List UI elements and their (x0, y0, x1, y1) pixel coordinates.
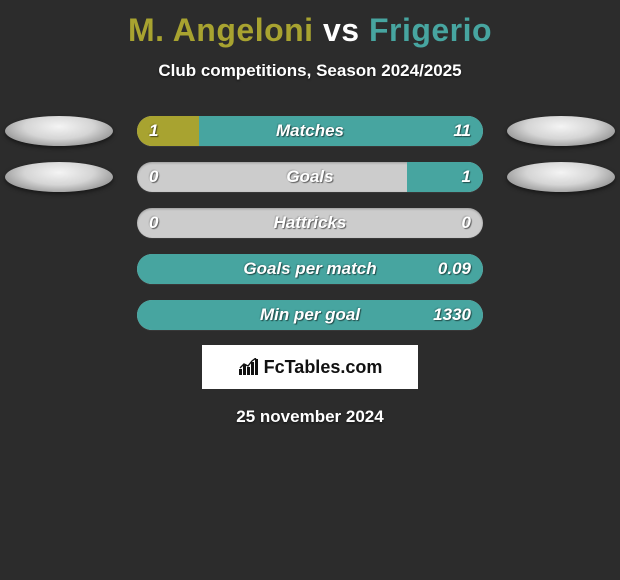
stat-label: Min per goal (137, 300, 483, 330)
comparison-row: 1Matches11 (0, 115, 620, 147)
player1-badge (5, 116, 113, 146)
player1-name: M. Angeloni (128, 12, 314, 48)
stat-right-value: 0.09 (438, 254, 471, 284)
comparison-row: Min per goal1330 (0, 299, 620, 331)
player2-badge (507, 116, 615, 146)
player2-name: Frigerio (369, 12, 492, 48)
stat-bar: 0Hattricks0 (137, 208, 483, 238)
stat-bar: Min per goal1330 (137, 300, 483, 330)
date-label: 25 november 2024 (0, 407, 620, 427)
stat-label: Goals (137, 162, 483, 192)
stat-bar: 0Goals1 (137, 162, 483, 192)
comparison-card: M. Angeloni vs Frigerio Club competition… (0, 0, 620, 427)
comparison-row: 0Hattricks0 (0, 207, 620, 239)
stat-right-value: 1330 (433, 300, 471, 330)
stat-right-value: 1 (462, 162, 471, 192)
stat-label: Matches (137, 116, 483, 146)
comparison-rows: 1Matches110Goals10Hattricks0Goals per ma… (0, 115, 620, 331)
player2-badge (507, 162, 615, 192)
stat-right-value: 0 (462, 208, 471, 238)
comparison-row: 0Goals1 (0, 161, 620, 193)
stat-bar: Goals per match0.09 (137, 254, 483, 284)
stat-label: Hattricks (137, 208, 483, 238)
subtitle: Club competitions, Season 2024/2025 (0, 61, 620, 81)
stat-right-value: 11 (453, 116, 471, 146)
stat-label: Goals per match (137, 254, 483, 284)
bar-chart-icon (238, 358, 260, 376)
comparison-row: Goals per match0.09 (0, 253, 620, 285)
page-title: M. Angeloni vs Frigerio (0, 12, 620, 49)
stat-bar: 1Matches11 (137, 116, 483, 146)
fctables-logo[interactable]: FcTables.com (202, 345, 418, 389)
vs-label: vs (323, 12, 360, 48)
logo-text: FcTables.com (264, 357, 383, 378)
player1-badge (5, 162, 113, 192)
